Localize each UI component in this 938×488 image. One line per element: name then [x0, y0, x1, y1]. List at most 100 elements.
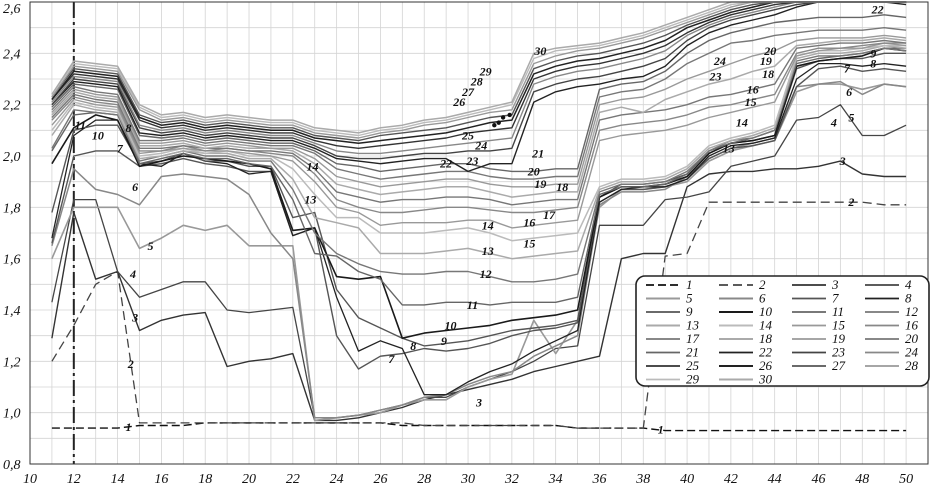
series-label: 17 — [543, 208, 556, 222]
series-label: 4 — [830, 116, 837, 130]
series-label: 10 — [92, 128, 104, 142]
x-axis-ticks: 10 12 14 16 18 20 22 24 26 28 30 32 34 36 38 40 42 44 46 48… — [23, 472, 913, 487]
series-label: 24 — [474, 139, 487, 153]
series-label: 24 — [713, 54, 726, 68]
x-tick-label: 24 — [330, 472, 344, 487]
series-line-24 — [51, 1, 907, 155]
series-line-3 — [51, 160, 907, 422]
series-label: 16 — [523, 216, 535, 230]
series-line-21 — [51, 14, 907, 173]
x-tick-label: 10 — [23, 472, 37, 487]
series-line-7 — [51, 65, 907, 370]
legend-entry: 10 — [759, 304, 773, 319]
y-tick-label: 2,4 — [3, 47, 21, 62]
legend-entry: 3 — [831, 277, 839, 292]
x-tick-label: 12 — [67, 472, 81, 487]
y-tick-label: 1,6 — [3, 253, 21, 268]
x-tick-label: 20 — [242, 472, 256, 487]
series-label: 13 — [482, 244, 494, 258]
series-label: 15 — [745, 95, 757, 109]
x-tick-label: 44 — [768, 472, 782, 487]
legend-entry: 20 — [905, 331, 919, 346]
series-label: 7 — [117, 141, 124, 155]
series-label: 20 — [763, 44, 776, 58]
legend-entry: 15 — [832, 318, 846, 333]
y-axis-ticks: 0,8 1,0 1,2 1,4 1,6 1,8 2,0 2,2 2,4 2,6 — [3, 2, 21, 473]
series-line-10 — [51, 47, 907, 340]
legend-entry: 13 — [686, 318, 700, 333]
series-marker-dot — [492, 123, 497, 128]
x-tick-label: 36 — [591, 472, 606, 487]
series-line-12 — [51, 47, 907, 283]
legend-entry: 30 — [758, 372, 773, 387]
series-label: 23 — [709, 69, 722, 83]
x-tick-label: 38 — [635, 472, 650, 487]
x-tick-label: 34 — [548, 472, 563, 487]
y-tick-label: 2,2 — [3, 99, 21, 114]
series-label: 9 — [870, 46, 876, 60]
x-tick-label: 32 — [504, 472, 519, 487]
series-marker-dot — [496, 120, 501, 125]
series-line-16 — [51, 42, 907, 214]
series-label: 2 — [847, 195, 854, 209]
y-tick-label: 1,0 — [3, 407, 21, 422]
legend-entry: 5 — [686, 291, 693, 306]
y-tick-label: 1,8 — [3, 201, 21, 216]
series-label: 26 — [452, 95, 465, 109]
x-tick-label: 26 — [373, 472, 387, 487]
series-layer — [51, 1, 907, 432]
series-label: 1 — [126, 420, 132, 434]
series-label: 7 — [388, 352, 395, 366]
legend-entry: 8 — [905, 291, 912, 306]
series-label: 6 — [132, 180, 138, 194]
series-label: 16 — [747, 82, 759, 96]
legend-entry: 29 — [686, 372, 700, 387]
x-tick-label: 16 — [154, 472, 168, 487]
legend-entry: 19 — [832, 331, 846, 346]
legend-entry: 1 — [686, 277, 693, 292]
series-label: 22 — [439, 157, 452, 171]
series-label: 3 — [475, 395, 482, 409]
legend-entry: 27 — [832, 358, 846, 373]
x-tick-label: 28 — [417, 472, 431, 487]
legend-entry: 7 — [832, 291, 839, 306]
series-label: 5 — [848, 111, 854, 125]
series-label: 1 — [658, 422, 664, 436]
x-tick-label: 42 — [724, 472, 738, 487]
series-label: 8 — [870, 57, 876, 71]
series-label: 7 — [844, 62, 851, 76]
series-label: 14 — [307, 159, 319, 173]
series-label: 10 — [445, 318, 457, 332]
series-line-14 — [51, 44, 907, 242]
legend-entry: 26 — [759, 358, 773, 373]
plot-border — [29, 1, 929, 465]
series-line-15 — [51, 42, 907, 229]
series-label: 20 — [527, 164, 540, 178]
legend-entry: 28 — [905, 358, 919, 373]
series-label: 25 — [461, 128, 474, 142]
series-label: 11 — [467, 298, 478, 312]
series-line-25 — [51, 1, 907, 150]
series-label: 27 — [461, 85, 475, 99]
y-tick-label: 2,6 — [3, 2, 21, 17]
y-tick-label: 0,8 — [3, 458, 21, 473]
series-label: 8 — [410, 339, 416, 353]
series-line-13 — [51, 44, 907, 260]
series-label: 3 — [131, 311, 138, 325]
legend-entry: 11 — [832, 304, 844, 319]
legend-entry: 14 — [759, 318, 773, 333]
series-label: 13 — [304, 193, 316, 207]
series-label: 2 — [127, 357, 134, 371]
annotation-layer: 1 122333445566777888991010111112131313141… — [75, 3, 884, 437]
series-label: 18 — [556, 180, 568, 194]
series-line-18 — [51, 37, 907, 198]
legend-entry: 22 — [759, 345, 773, 360]
series-label: 13 — [723, 141, 735, 155]
series-label: 23 — [465, 154, 478, 168]
series-marker-dot — [500, 115, 506, 120]
legend-entry: 25 — [686, 358, 700, 373]
series-label: 12 — [480, 267, 492, 281]
